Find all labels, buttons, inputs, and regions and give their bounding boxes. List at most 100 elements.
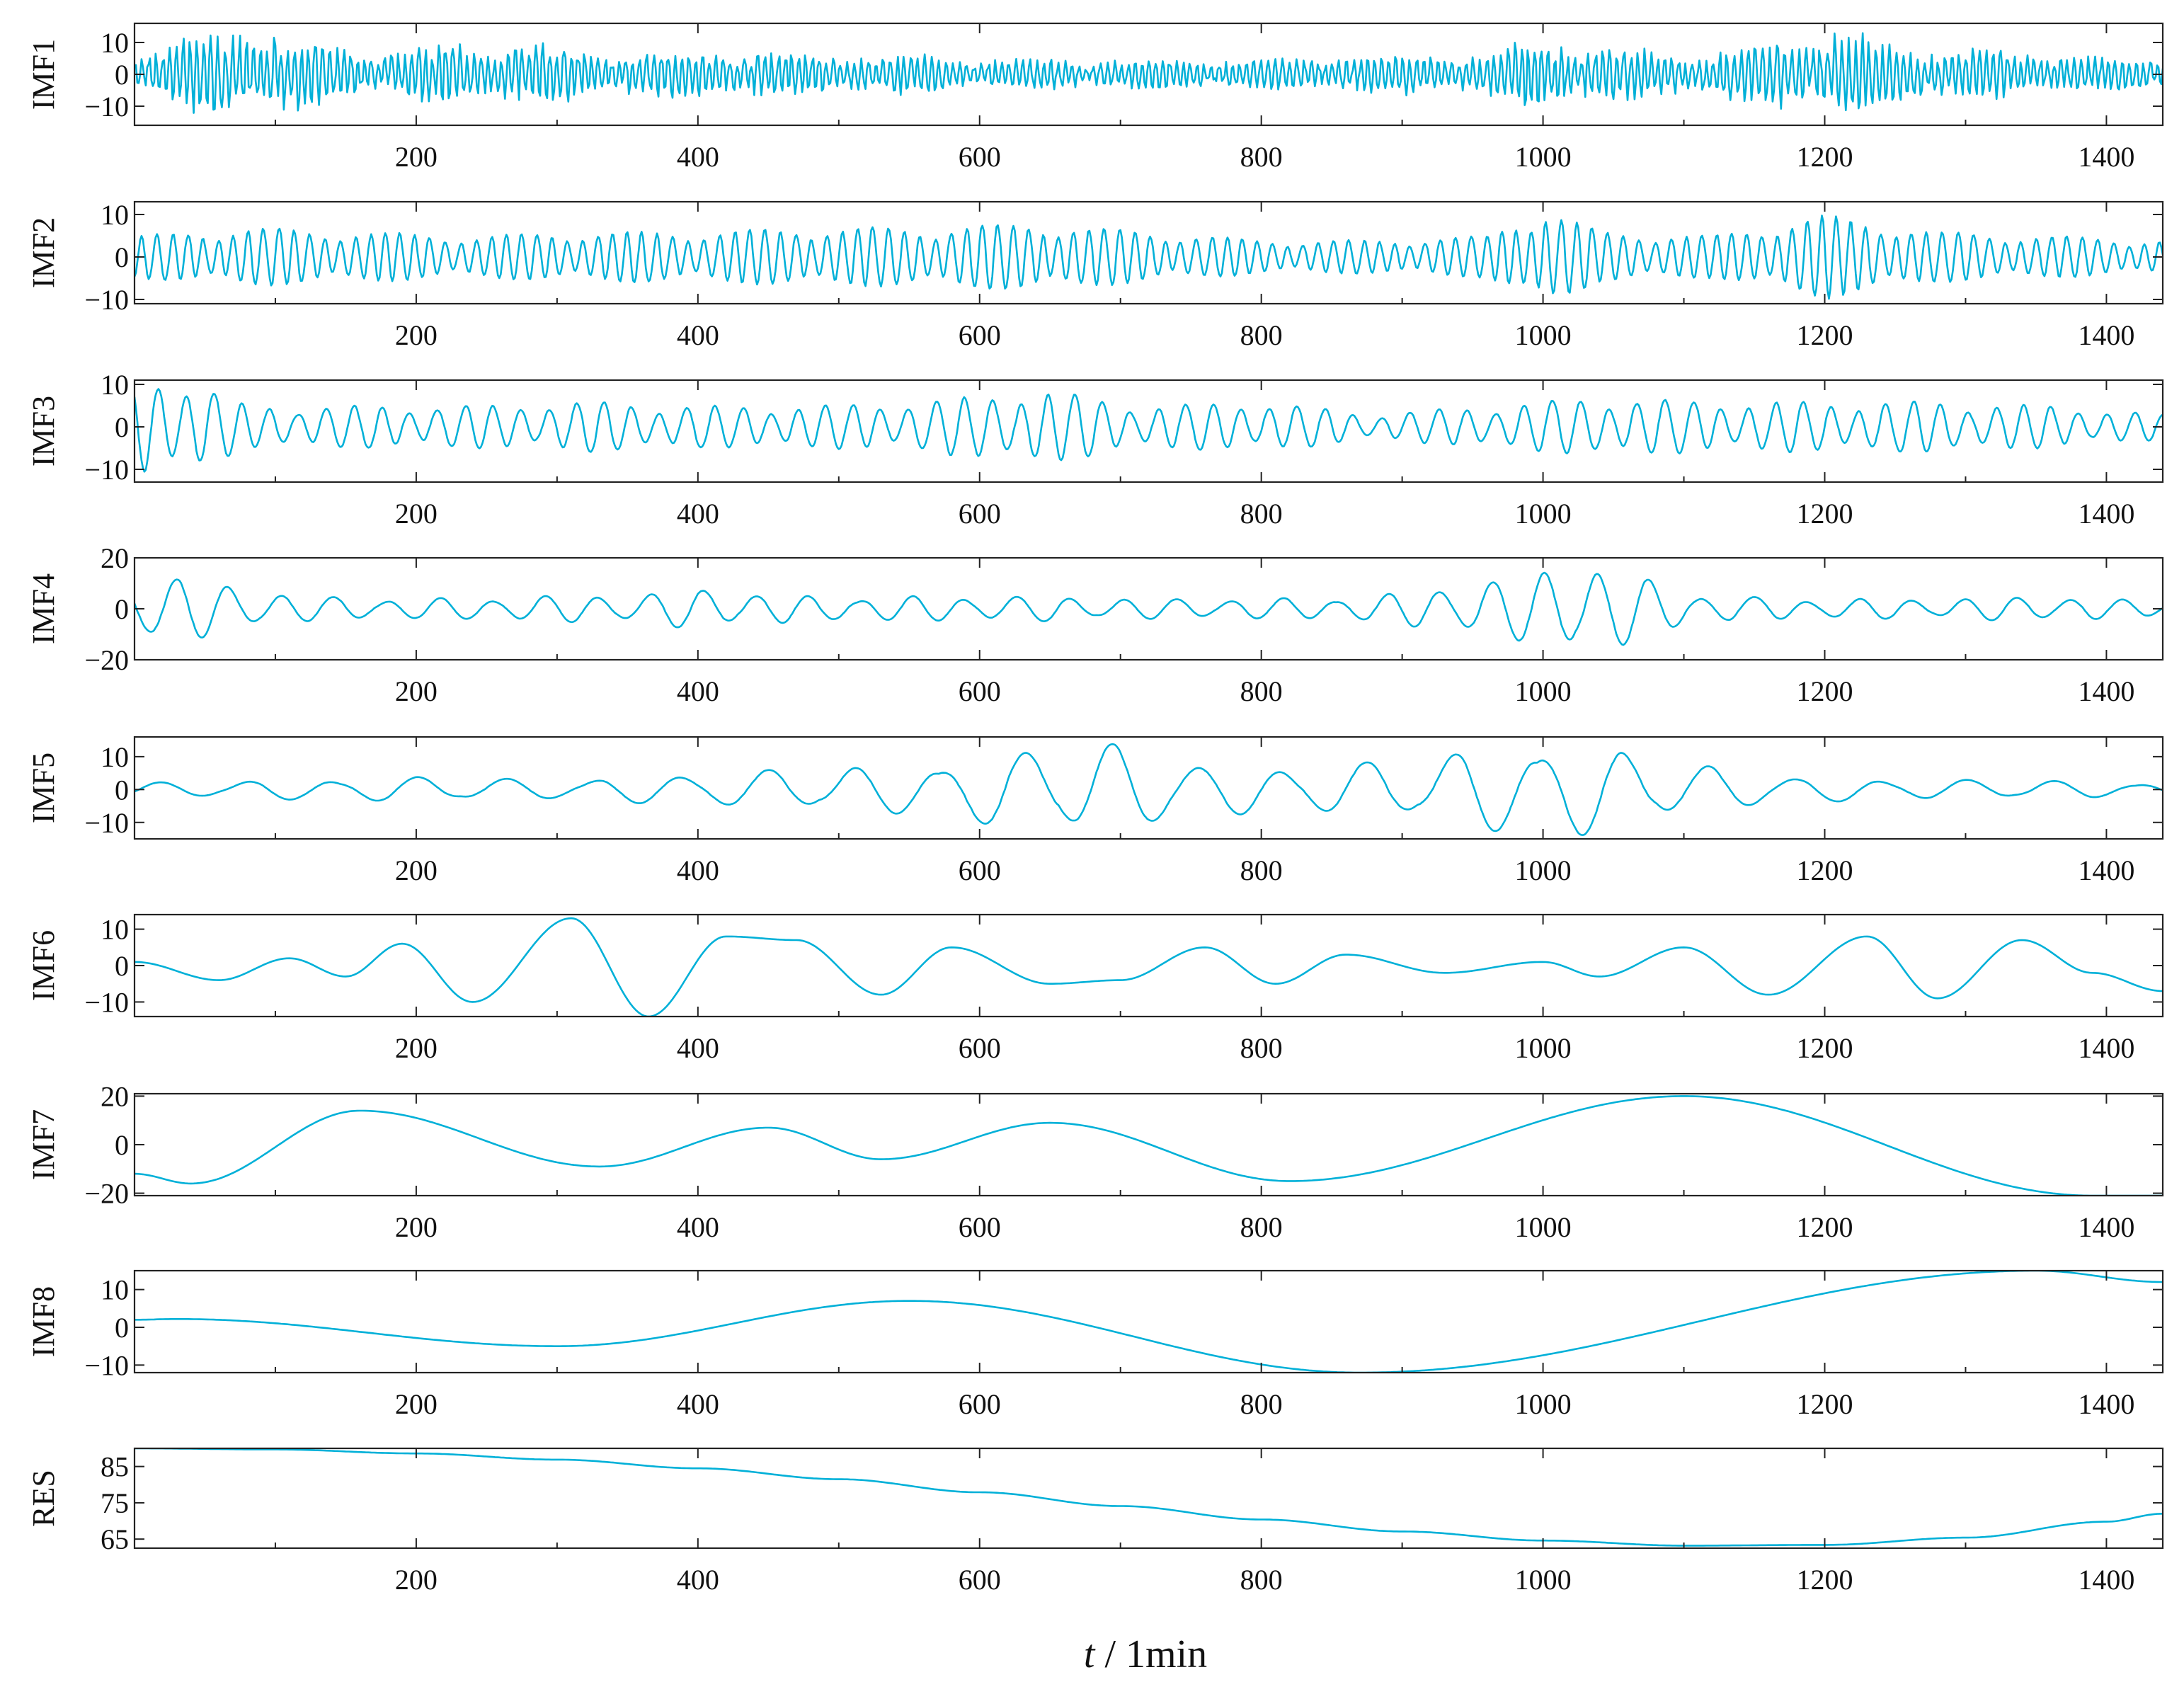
x-tick-label: 1200	[1797, 319, 1853, 351]
panel-imf8: 200 400 600 800 1000 1200 1400 10 0 −10 IMF8	[26, 1269, 2164, 1420]
x-axis-label: t / 1min	[1084, 1632, 1207, 1676]
x-tick-label: 1000	[1515, 1032, 1572, 1064]
series-line-imf8	[135, 1271, 2163, 1373]
x-tick-label: 1400	[2078, 854, 2134, 886]
y-tick-label: 0	[115, 593, 129, 625]
axes-frame	[133, 913, 2164, 1018]
x-tick-label: 1000	[1515, 675, 1572, 707]
y-tick-label: 0	[115, 59, 129, 91]
y-axis-label: IMF2	[26, 217, 61, 288]
y-axis-label: IMF7	[26, 1109, 61, 1180]
x-tick-label: 1400	[2078, 1388, 2134, 1420]
panel-imf1: 200 400 600 800 1000 1200 1400 100−10 IMF1	[26, 22, 2164, 173]
y-axis-label: IMF5	[26, 752, 61, 823]
y-axis-label: RES	[26, 1470, 61, 1527]
series-line-imf7	[135, 1095, 2163, 1196]
y-tick-label: −10	[84, 454, 129, 486]
x-tick-label: 1000	[1515, 498, 1572, 530]
x-tick-label: 1400	[2078, 319, 2134, 351]
y-tick-label: 0	[115, 1312, 129, 1344]
axes-frame	[133, 379, 2164, 483]
y-tick-label: 0	[115, 774, 129, 806]
x-tick-label: 600	[959, 141, 1001, 173]
y-axis-label: IMF4	[26, 573, 61, 644]
x-tick-label: 1000	[1515, 1564, 1572, 1596]
x-tick-label: 1400	[2078, 498, 2134, 530]
x-tick-label: 800	[1240, 1211, 1283, 1243]
y-tick-label: 10	[101, 1274, 129, 1306]
y-tick-label: 0	[115, 1129, 129, 1161]
x-tick-label: 200	[395, 675, 438, 707]
panel-imf3: 200 400 600 800 1000 1200 1400 10 0 −10 IMF3	[26, 369, 2164, 530]
panel-imf6: 200 400 600 800 1000 1200 1400 10 0 −10 IMF6	[26, 913, 2164, 1064]
x-tick-label: 1000	[1515, 1388, 1572, 1420]
x-tick-label: 1200	[1797, 675, 1853, 707]
x-tick-label: 800	[1240, 1032, 1283, 1064]
x-tick-label: 400	[677, 1032, 719, 1064]
y-tick-label: −10	[84, 1349, 129, 1381]
y-tick-label: 10	[101, 741, 129, 773]
y-tick-label: 20	[101, 542, 129, 574]
y-axis-label: IMF1	[26, 39, 61, 110]
x-tick-label: 800	[1240, 319, 1283, 351]
x-tick-label: 600	[959, 319, 1001, 351]
x-tick-label: 600	[959, 498, 1001, 530]
x-tick-label: 1200	[1797, 1564, 1853, 1596]
x-tick-label: 200	[395, 1211, 438, 1243]
x-tick-label: 800	[1240, 141, 1283, 173]
x-tick-label: 1200	[1797, 1032, 1853, 1064]
x-tick-label: 1000	[1515, 141, 1572, 173]
y-tick-label: 0	[115, 241, 129, 273]
x-tick-label: 200	[395, 498, 438, 530]
y-tick-label: −10	[84, 986, 129, 1018]
x-tick-label: 1200	[1797, 1211, 1853, 1243]
y-tick-label: 20	[101, 1080, 129, 1112]
series-line-res	[135, 1448, 2163, 1547]
x-tick-label: 1400	[2078, 141, 2134, 173]
axes-frame	[133, 1447, 2164, 1550]
x-tick-label: 400	[677, 675, 719, 707]
panel-imf2: 200 400 600 800 1000 1200 1400 10 0 −10 IMF2	[26, 199, 2164, 351]
axes-frame	[133, 22, 2164, 127]
x-tick-label: 400	[677, 141, 719, 173]
y-axis-label: IMF6	[26, 930, 61, 1001]
x-tick-label: 800	[1240, 498, 1283, 530]
x-tick-label: 400	[677, 1388, 719, 1420]
x-tick-label: 800	[1240, 854, 1283, 886]
x-tick-label: 1200	[1797, 498, 1853, 530]
panel-imf5: 200 400 600 800 1000 1200 1400 100−10 IMF5	[26, 736, 2164, 886]
x-tick-label: 400	[677, 854, 719, 886]
x-tick-label: 400	[677, 1211, 719, 1243]
x-axis-label-variable: t	[1084, 1632, 1096, 1676]
x-tick-label: 800	[1240, 675, 1283, 707]
x-tick-label: 600	[959, 1564, 1001, 1596]
x-tick-label: 1200	[1797, 141, 1853, 173]
series-line-imf6	[135, 917, 2163, 1017]
y-tick-label: −10	[84, 807, 129, 839]
x-tick-label: 600	[959, 1211, 1001, 1243]
y-axis-label: IMF3	[26, 396, 61, 467]
series-line-imf1	[135, 32, 2163, 114]
x-tick-label: 600	[959, 1032, 1001, 1064]
series-line-imf3	[135, 388, 2163, 473]
y-tick-label: −10	[84, 284, 129, 316]
y-tick-label: 65	[101, 1523, 129, 1555]
x-tick-label: 1200	[1797, 854, 1853, 886]
x-tick-label: 600	[959, 854, 1001, 886]
axes-frame	[133, 200, 2164, 305]
y-tick-label: 0	[115, 411, 129, 443]
y-axis-label: IMF8	[26, 1286, 61, 1357]
x-tick-label: 1000	[1515, 854, 1572, 886]
x-tick-label: 200	[395, 141, 438, 173]
x-tick-label: 600	[959, 1388, 1001, 1420]
x-tick-label: 1000	[1515, 319, 1572, 351]
y-tick-label: 10	[101, 369, 129, 401]
x-tick-label: 800	[1240, 1564, 1283, 1596]
x-axis-label-unit: / 1min	[1094, 1632, 1207, 1676]
axes-frame	[133, 736, 2164, 840]
panel-res: 200 400 600 800 1000 1200 1400 85 75 65 RES	[26, 1447, 2164, 1596]
y-tick-label: −10	[84, 91, 129, 122]
